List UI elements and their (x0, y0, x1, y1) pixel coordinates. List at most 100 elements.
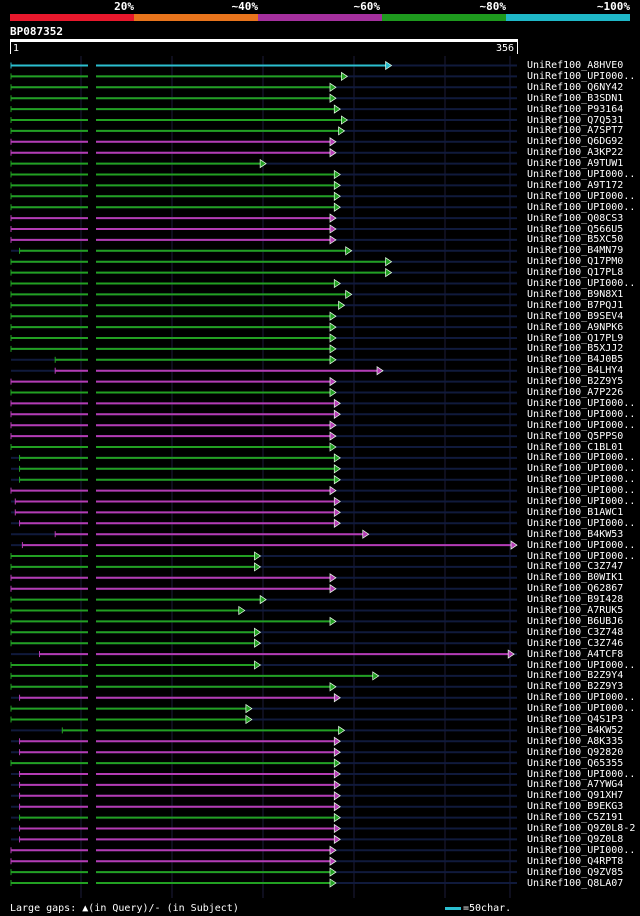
hit-label[interactable]: UniRef100_UPI000.. (527, 844, 636, 856)
hit-label[interactable]: UniRef100_Q62867 (527, 583, 624, 595)
hit-row[interactable] (10, 311, 517, 321)
hit-row[interactable] (10, 594, 517, 605)
hit-label[interactable]: UniRef100_A8HVE0 (527, 60, 624, 71)
hit-row[interactable] (10, 682, 517, 692)
hit-label[interactable]: UniRef100_A9TUW1 (527, 158, 624, 170)
hit-row[interactable] (11, 507, 517, 518)
hit-label[interactable]: UniRef100_UPI000.. (527, 201, 636, 213)
hit-row[interactable] (11, 812, 517, 823)
hit-label[interactable]: UniRef100_UPI000.. (527, 397, 636, 409)
hit-row[interactable] (10, 82, 517, 92)
hit-row[interactable] (10, 758, 517, 768)
hit-label[interactable]: UniRef100_C3Z746 (527, 637, 624, 649)
hit-label[interactable]: UniRef100_Q17PM0 (527, 256, 624, 268)
hit-label[interactable]: UniRef100_UPI000.. (527, 517, 636, 529)
hit-row[interactable] (10, 257, 517, 267)
hit-row[interactable] (10, 333, 517, 343)
hit-label[interactable]: UniRef100_UPI000.. (527, 703, 636, 715)
hit-row[interactable] (11, 246, 517, 256)
hit-label[interactable]: UniRef100_B3SDN1 (527, 92, 624, 104)
hit-label[interactable]: UniRef100_A8K335 (527, 735, 624, 747)
hit-label[interactable]: UniRef100_B7PQJ1 (527, 299, 624, 311)
hit-row[interactable] (10, 671, 517, 681)
hit-label[interactable]: UniRef100_UPI000.. (527, 496, 636, 507)
hit-row[interactable] (11, 823, 517, 834)
hit-row[interactable] (10, 115, 517, 125)
hit-row[interactable] (11, 747, 517, 757)
hit-label[interactable]: UniRef100_B9SEV4 (527, 310, 624, 322)
hit-label[interactable]: UniRef100_Q8LA07 (527, 877, 624, 889)
hit-row[interactable] (10, 137, 517, 147)
hit-row[interactable] (10, 573, 517, 583)
hit-row[interactable] (10, 551, 517, 561)
hit-row[interactable] (10, 93, 517, 103)
hit-row[interactable] (11, 529, 517, 539)
hit-label[interactable]: UniRef100_UPI000.. (527, 169, 636, 180)
hit-label[interactable]: UniRef100_A7RUK5 (527, 605, 624, 616)
hit-label[interactable]: UniRef100_Q17PL9 (527, 332, 624, 344)
hit-row[interactable] (10, 442, 517, 452)
hit-row[interactable] (10, 616, 517, 627)
hit-label[interactable]: UniRef100_B4J0B5 (527, 354, 624, 366)
hit-label[interactable]: UniRef100_UPI000.. (527, 463, 636, 475)
hit-row[interactable] (10, 431, 517, 441)
hit-label[interactable]: UniRef100_B9N8X1 (527, 288, 624, 300)
hit-label[interactable]: UniRef100_UPI000.. (527, 70, 636, 82)
hit-row[interactable] (10, 213, 517, 223)
hit-label[interactable]: UniRef100_P93164 (527, 103, 624, 115)
hit-row[interactable] (10, 878, 517, 888)
hit-label[interactable]: UniRef100_UPI000.. (527, 419, 636, 431)
hit-label[interactable]: UniRef100_Q9ZV85 (527, 866, 624, 878)
hit-label[interactable]: UniRef100_Q5PPS0 (527, 430, 624, 442)
hit-label[interactable]: UniRef100_B5XJJ2 (527, 343, 624, 355)
hit-row[interactable] (11, 780, 517, 790)
hit-label[interactable]: UniRef100_Q4S1P3 (527, 714, 624, 725)
hit-row[interactable] (10, 202, 517, 212)
hit-row[interactable] (11, 496, 517, 507)
hit-row[interactable] (10, 398, 517, 409)
hit-label[interactable]: UniRef100_B9I428 (527, 594, 624, 606)
hit-label[interactable]: UniRef100_A7YWG4 (527, 779, 624, 791)
hit-row[interactable] (10, 714, 517, 725)
hit-row[interactable] (10, 584, 517, 594)
hit-label[interactable]: UniRef100_A9T172 (527, 179, 624, 191)
hit-label[interactable]: UniRef100_B0WIK1 (527, 572, 624, 584)
hit-row[interactable] (11, 802, 517, 812)
hit-label[interactable]: UniRef100_C5Z191 (527, 812, 624, 824)
hit-row[interactable] (10, 278, 517, 289)
hit-row[interactable] (10, 409, 517, 419)
hit-row[interactable] (10, 180, 517, 191)
hit-row[interactable] (11, 834, 517, 845)
hit-row[interactable] (11, 475, 517, 485)
hit-label[interactable]: UniRef100_Q17PL8 (527, 267, 624, 279)
hit-row[interactable] (10, 703, 517, 714)
hit-row[interactable] (10, 344, 517, 354)
hit-label[interactable]: UniRef100_Q6NY42 (527, 81, 624, 93)
hit-row[interactable] (10, 289, 517, 300)
hit-row[interactable] (10, 71, 517, 82)
hit-row[interactable] (11, 769, 517, 779)
hit-label[interactable]: UniRef100_B9EKG3 (527, 801, 624, 813)
hit-label[interactable]: UniRef100_B1AWC1 (527, 506, 624, 518)
hit-label[interactable]: UniRef100_B4LHY4 (527, 365, 624, 377)
hit-row[interactable] (10, 867, 517, 877)
hit-row[interactable] (10, 562, 517, 572)
hit-label[interactable]: UniRef100_UPI000.. (527, 768, 636, 780)
hit-row[interactable] (11, 540, 518, 550)
hit-row[interactable] (11, 736, 517, 746)
hit-row[interactable] (10, 322, 517, 332)
hit-row[interactable] (10, 60, 517, 71)
hit-label[interactable]: UniRef100_Q91XH7 (527, 790, 624, 802)
hit-label[interactable]: UniRef100_Q4RPT8 (527, 855, 624, 867)
hit-label[interactable]: UniRef100_Q65355 (527, 757, 624, 769)
hit-label[interactable]: UniRef100_A7P226 (527, 387, 624, 398)
hit-row[interactable] (10, 605, 517, 616)
hit-label[interactable]: UniRef100_A3KP22 (527, 147, 624, 159)
hit-label[interactable]: UniRef100_C1BL01 (527, 441, 624, 453)
hit-row[interactable] (11, 464, 517, 474)
hit-row[interactable] (11, 355, 517, 365)
hit-row[interactable] (10, 104, 517, 114)
hit-row[interactable] (11, 453, 517, 463)
hit-row[interactable] (10, 169, 517, 180)
hit-row[interactable] (11, 693, 517, 703)
